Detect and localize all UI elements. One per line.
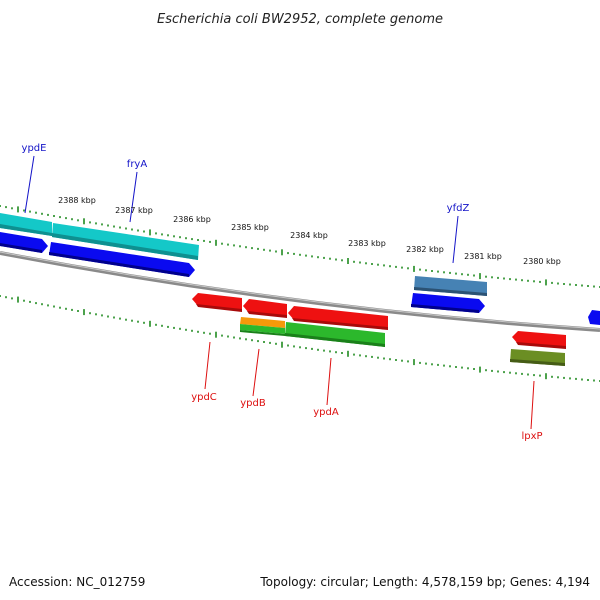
scale-label-2385: 2385 kbp xyxy=(231,223,269,232)
accession-label: Accession: NC_012759 xyxy=(9,575,145,589)
gene-feature-green-small[interactable] xyxy=(240,324,285,334)
gene-feature-green-large[interactable] xyxy=(285,322,385,347)
gene-feature-blue-2-shade xyxy=(49,252,189,277)
genome-backbone-highlight xyxy=(0,251,600,330)
leader-ypdB xyxy=(252,348,260,397)
scale-label-2380: 2380 kbp xyxy=(523,257,561,266)
gene-feature-red-ypdA[interactable] xyxy=(288,306,388,329)
map-title: Escherichia coli BW2952, complete genome xyxy=(157,12,443,27)
leader-yfdZ xyxy=(452,215,459,264)
outer-tick-track xyxy=(0,205,600,288)
inner-tick-track xyxy=(0,295,600,382)
gene-feature-blue-3-shade xyxy=(411,304,479,313)
forward-strand-features xyxy=(0,213,600,325)
leader-lpxP xyxy=(530,380,535,430)
gene-feature-cyan-1[interactable] xyxy=(0,213,52,236)
genome-summary: Topology: circular; Length: 4,578,159 bp… xyxy=(259,575,590,589)
gene-feature-blue-1-shade xyxy=(0,243,42,253)
gene-feature-red-lpxP-shade xyxy=(516,342,566,349)
gene-feature-olive-shade xyxy=(510,359,565,366)
gene-feature-red-ypdA-shade xyxy=(292,318,388,330)
gene-feature-red-ypdB-shade xyxy=(247,311,287,318)
gene-label-yfdZ[interactable]: yfdZ xyxy=(447,203,470,214)
leader-ypdA xyxy=(326,357,332,406)
leader-ypdE xyxy=(24,155,35,214)
gene-label-leaders xyxy=(24,155,535,430)
gene-feature-blue-2[interactable] xyxy=(49,242,195,277)
scale-label-2388: 2388 kbp xyxy=(58,196,96,205)
gene-feature-green-large-shade xyxy=(285,333,385,347)
gene-feature-red-ypdC-shade xyxy=(196,304,242,312)
gene-label-fryA[interactable]: fryA xyxy=(127,159,148,170)
scale-label-2386: 2386 kbp xyxy=(173,215,211,224)
gene-feature-green-small-shade xyxy=(240,330,285,336)
scale-label-2382: 2382 kbp xyxy=(406,245,444,254)
gene-feature-blue-4[interactable] xyxy=(588,310,600,325)
gene-label-lpxP[interactable]: lpxP xyxy=(521,431,542,442)
leader-fryA xyxy=(129,171,138,223)
gene-label-ypdC[interactable]: ypdC xyxy=(191,392,217,403)
gene-feature-steel-shade xyxy=(414,287,487,296)
scale-label-2381: 2381 kbp xyxy=(464,252,502,261)
scale-label-2383: 2383 kbp xyxy=(348,239,386,248)
gene-feature-cyan-2-shade xyxy=(52,233,198,260)
gene-feature-orange[interactable] xyxy=(240,317,285,328)
genome-backbone xyxy=(0,251,600,332)
gene-label-ypdB[interactable]: ypdB xyxy=(240,398,266,409)
scale-label-2384: 2384 kbp xyxy=(290,231,328,240)
gene-label-ypdA[interactable]: ypdA xyxy=(313,407,339,418)
gene-label-ypdE[interactable]: ypdE xyxy=(22,143,47,154)
scale-label-2387: 2387 kbp xyxy=(115,206,153,215)
leader-ypdC xyxy=(204,341,211,390)
gene-feature-cyan-1-shade xyxy=(0,224,52,236)
reverse-strand-features xyxy=(192,293,566,366)
